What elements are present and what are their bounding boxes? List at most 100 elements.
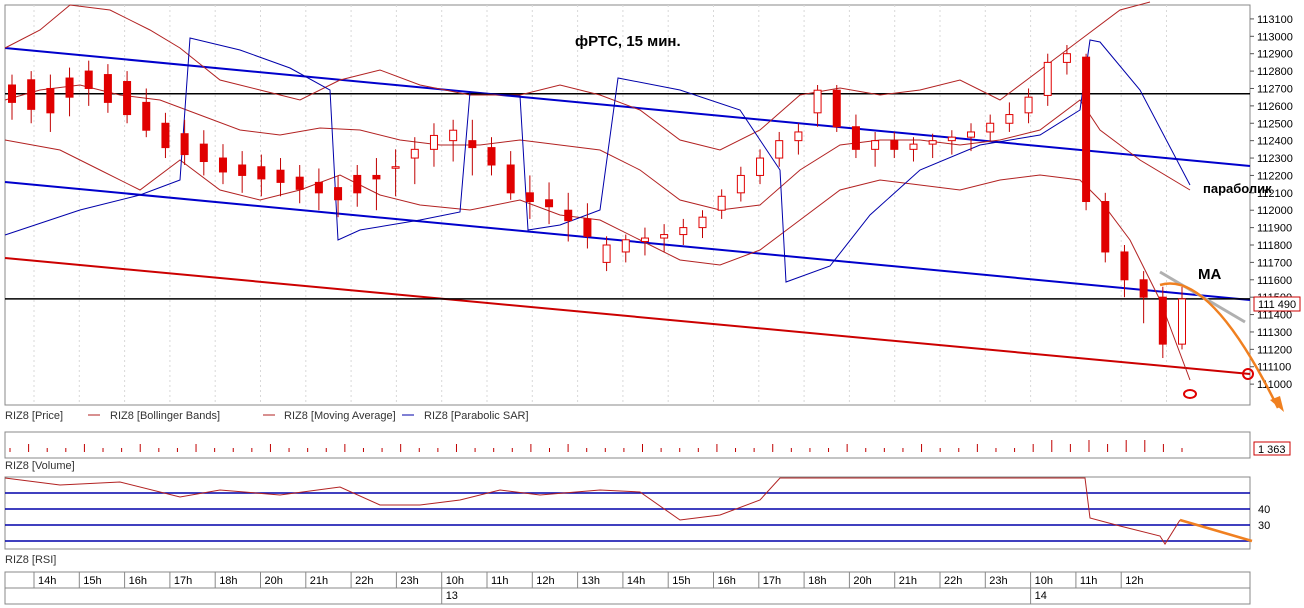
time-label: 10h xyxy=(1035,575,1053,587)
candle-body xyxy=(660,234,669,239)
candle-body xyxy=(334,187,343,201)
legend-sar: RIZ8 [Parabolic SAR] xyxy=(424,410,529,422)
price-legend: RIZ8 [Price] RIZ8 [Bollinger Bands] RIZ8… xyxy=(5,410,529,422)
candle-body xyxy=(679,227,688,236)
candle-body xyxy=(928,140,937,145)
candle-body xyxy=(640,237,649,243)
candle-body xyxy=(429,134,438,150)
time-label: 15h xyxy=(672,575,690,587)
bollinger-lower-line xyxy=(4,139,1191,381)
candle-body xyxy=(295,176,304,190)
price-tick-label: 112800 xyxy=(1257,66,1293,78)
candle-body xyxy=(1178,298,1186,345)
legend-price: RIZ8 [Price] xyxy=(5,410,63,422)
candle-body xyxy=(545,199,554,208)
candle-body xyxy=(468,140,477,149)
price-tick-label: 111900 xyxy=(1257,223,1292,235)
candle-body xyxy=(813,89,822,114)
volume-panel-frame xyxy=(4,431,1251,459)
channel-top-line xyxy=(4,47,1251,167)
rsi-line xyxy=(4,477,1181,545)
candlesticks xyxy=(8,45,1186,359)
price-tick-label: 112700 xyxy=(1257,83,1293,95)
rsi-forecast-line xyxy=(1179,518,1253,543)
volume-legend: RIZ8 [Volume] xyxy=(5,460,75,472)
time-label: 21h xyxy=(310,575,328,587)
ma-annotation: MA xyxy=(1198,266,1221,283)
candle-body xyxy=(218,157,227,173)
candle-body xyxy=(1101,201,1110,253)
price-tick-label: 112000 xyxy=(1257,205,1293,217)
candle-body xyxy=(1062,53,1071,63)
time-label: 12h xyxy=(536,575,554,587)
price-tick-label: 112100 xyxy=(1257,188,1293,200)
candle-body xyxy=(1082,56,1091,203)
legend-bollinger: RIZ8 [Bollinger Bands] xyxy=(110,410,220,422)
candle-body xyxy=(410,148,419,159)
candle-body xyxy=(180,133,189,156)
candle-body xyxy=(564,209,573,222)
time-label: 18h xyxy=(219,575,237,587)
price-tick-label: 111200 xyxy=(1257,344,1292,356)
price-tick-label: 111100 xyxy=(1257,362,1291,374)
candle-body xyxy=(775,140,784,159)
time-label: 22h xyxy=(355,575,373,587)
candle-body xyxy=(1158,296,1167,345)
candle-body xyxy=(353,174,362,194)
candle-body xyxy=(8,84,16,103)
parabolic-sar-line xyxy=(4,37,1191,283)
chart-title: фРТС, 15 мин. xyxy=(575,33,681,50)
price-tick-label: 111600 xyxy=(1257,275,1292,287)
time-label: 12h xyxy=(1125,575,1143,587)
price-tick-label: 112400 xyxy=(1257,136,1293,148)
candle-body xyxy=(27,79,36,110)
candle-body xyxy=(947,136,956,142)
time-label: 16h xyxy=(129,575,147,587)
last-price-label: 111 490 xyxy=(1258,299,1296,311)
candle-body xyxy=(103,74,112,103)
candle-body xyxy=(257,166,266,180)
price-panel-frame xyxy=(4,4,1251,406)
price-tick-label: 113000 xyxy=(1257,31,1293,43)
time-label: 23h xyxy=(400,575,418,587)
time-label: 15h xyxy=(83,575,101,587)
candle-body xyxy=(123,81,132,116)
candle-body xyxy=(967,131,976,138)
date-label: 14 xyxy=(1035,590,1047,602)
candle-body xyxy=(621,239,630,253)
time-label: 16h xyxy=(718,575,736,587)
time-label: 20h xyxy=(265,575,283,587)
forecast-arrow xyxy=(1159,282,1280,409)
candle-body xyxy=(756,157,765,176)
candle-body xyxy=(314,181,323,194)
candle-body xyxy=(736,174,745,194)
candle-body xyxy=(46,87,55,114)
price-tick-label: 112600 xyxy=(1257,101,1293,113)
legend-ma: RIZ8 [Moving Average] xyxy=(284,410,396,422)
rsi-legend: RIZ8 [RSI] xyxy=(5,554,56,566)
price-tick-label: 111800 xyxy=(1257,240,1292,252)
time-label: 13h xyxy=(582,575,600,587)
candle-body xyxy=(851,126,860,150)
volume-last-label: 1 363 xyxy=(1258,444,1286,456)
time-label: 18h xyxy=(808,575,826,587)
target-circle-a xyxy=(1242,368,1254,380)
bollinger-middle-line xyxy=(4,84,1191,211)
horizontal-levels xyxy=(5,92,1250,300)
candle-body xyxy=(142,101,151,131)
candle-body xyxy=(161,122,170,149)
time-axis: 14h 15h 16h 17h 18h 20h 21h 22h 23h 10h 11h 12h 13h 1… xyxy=(33,572,1144,604)
price-tick-label: 111300 xyxy=(1257,327,1292,339)
candle-body xyxy=(449,129,458,142)
target-circle-b xyxy=(1183,389,1197,399)
candle-body xyxy=(583,218,592,237)
candle-body xyxy=(506,164,515,194)
time-label: 23h xyxy=(989,575,1007,587)
candle-body xyxy=(698,216,707,229)
candle-body xyxy=(1024,96,1033,114)
price-tick-label: 113100 xyxy=(1257,14,1293,26)
time-label: 17h xyxy=(174,575,192,587)
volume-bars xyxy=(9,440,1183,452)
